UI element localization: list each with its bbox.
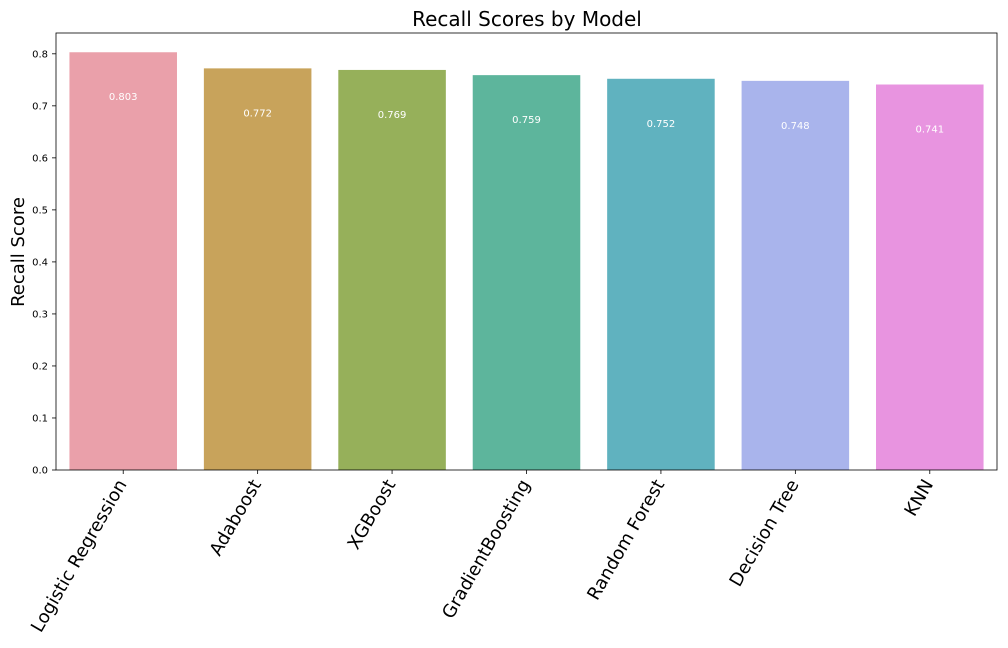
y-tick-label: 0.5 [32,205,48,216]
bar [69,52,177,470]
bar [607,78,715,471]
data-label: 0.759 [512,115,541,126]
bar [741,80,850,470]
data-labels-group: 0.803 0.772 0.769 0.759 0.752 0.748 0.741 [109,92,944,135]
x-axis: Logistic Regression Adaboost XGBoost Gradie… [27,470,938,636]
y-tick-label: 0.0 [32,466,48,477]
data-label: 0.752 [647,119,676,130]
x-tick-label: Random Forest [583,476,669,604]
x-tick-label: Decision Tree [726,476,804,590]
y-tick-label: 0.7 [32,101,48,112]
x-tick-label: Adaboost [206,476,266,560]
chart-title: Recall Scores by Model [412,7,642,31]
data-label: 0.772 [243,108,272,119]
x-tick-label: Logistic Regression [27,476,132,636]
y-tick-label: 0.2 [32,361,48,372]
bar [472,75,581,470]
x-tick-label: XGBoost [344,476,401,553]
bar [338,69,446,471]
data-label: 0.741 [915,125,944,136]
y-tick-label: 0.8 [32,49,48,60]
y-tick-label: 0.6 [32,153,48,164]
x-tick-label: KNN [901,476,939,520]
plot-frame [55,32,998,471]
y-axis: 0.0 0.1 0.2 0.3 0.4 0.5 0.6 0.7 0.8 [32,49,56,477]
bar [876,84,984,470]
data-label: 0.769 [378,110,407,121]
x-tick-label: GradientBoosting [438,476,535,622]
y-axis-label: Recall Score [8,197,29,307]
bars-group [69,52,984,471]
bar [203,68,312,470]
data-label: 0.748 [781,121,810,132]
y-tick-label: 0.4 [32,257,48,268]
data-label: 0.803 [109,92,138,103]
y-tick-label: 0.1 [32,413,48,424]
y-tick-label: 0.3 [32,309,48,320]
